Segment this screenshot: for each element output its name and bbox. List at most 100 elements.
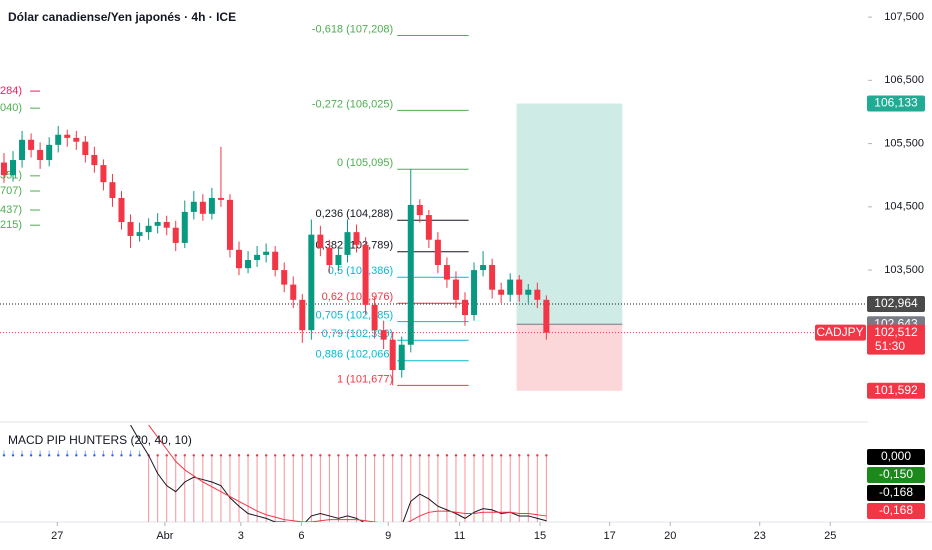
- macd-pane: [2, 425, 548, 522]
- macd-value-bg: [867, 503, 925, 519]
- candle-body: [118, 197, 125, 223]
- macd-hist-dot: [246, 454, 250, 457]
- fib-label: 0,236 (104,288): [316, 208, 394, 220]
- chart-title: Dólar canadiense/Yen japonés · 4h · ICE: [8, 10, 236, 24]
- macd-hist-dot: [165, 454, 168, 457]
- fib-label: 1 (101,677): [337, 373, 393, 385]
- candle-body: [226, 199, 233, 250]
- symbol-tag-bg: [815, 324, 866, 341]
- macd-value-label: -0,168: [879, 503, 913, 517]
- macd-hist-dot: [310, 454, 313, 457]
- candle-body: [299, 299, 306, 331]
- macd-hist-dot: [355, 454, 358, 457]
- fib-label: 0,5 (103,386): [328, 265, 393, 277]
- fib-label: 0,62 (102,976): [322, 291, 394, 303]
- candle-body: [489, 265, 496, 290]
- candle-body: [181, 211, 188, 243]
- macd-hist-dot: [75, 454, 78, 457]
- fib-label: -0,618 (107,208): [312, 23, 393, 35]
- stop-price-label-bg: [867, 382, 925, 399]
- macd-hist-dot: [210, 454, 214, 457]
- candle-body: [344, 232, 351, 255]
- candle-body: [91, 154, 98, 166]
- macd-hist-dot: [38, 454, 42, 457]
- macd-line: [130, 425, 547, 522]
- x-tick-label: 25: [824, 530, 836, 542]
- macd-hist-dot: [382, 454, 385, 457]
- macd-value-label: -0,150: [879, 467, 913, 481]
- candle-body: [425, 215, 432, 240]
- macd-hist-dot: [436, 454, 440, 457]
- x-tick-label: 3: [238, 530, 244, 542]
- candle-body: [452, 279, 459, 300]
- candle-body: [64, 134, 71, 138]
- candle-body: [543, 299, 550, 333]
- candle-body: [217, 197, 224, 200]
- macd-hist-dot: [283, 454, 286, 457]
- macd-value-label: 0,000: [881, 449, 911, 463]
- macd-hist-dot: [138, 454, 141, 457]
- macd-hist-dot: [409, 454, 412, 457]
- macd-hist-dot: [20, 454, 24, 457]
- macd-value-bg: [867, 467, 925, 483]
- candle-body: [443, 265, 450, 280]
- macd-hist-dot: [156, 454, 159, 457]
- candle-body: [82, 141, 89, 155]
- candle-body: [434, 239, 441, 266]
- macd-hist-dot: [472, 454, 476, 457]
- macd-hist-dot: [66, 454, 69, 457]
- candle-body: [73, 137, 80, 142]
- candle-body: [254, 254, 261, 260]
- macd-hist-dot: [418, 454, 422, 457]
- candle-body: [416, 204, 423, 216]
- x-tick-label: Abr: [156, 530, 173, 542]
- candle-body: [371, 304, 378, 331]
- macd-hist-dot: [454, 454, 458, 457]
- candle-body: [245, 259, 252, 269]
- candle-body: [353, 232, 360, 245]
- macd-value-bg: [867, 449, 925, 465]
- macd-hist-dot: [237, 454, 241, 457]
- clipped-level-label: 437): [0, 204, 22, 216]
- candle-body: [190, 201, 197, 212]
- candle-body: [236, 249, 243, 269]
- candle-body: [172, 227, 179, 243]
- macd-hist-dot: [373, 454, 376, 457]
- macd-hist-dot: [228, 454, 232, 457]
- last-price-bg: [867, 324, 925, 355]
- candle-body: [199, 201, 206, 214]
- x-tick-label: 6: [298, 530, 304, 542]
- fib-label: 0,382 (103,789): [316, 240, 394, 252]
- macd-hist-dot: [463, 454, 467, 457]
- symbol-tag: CADJPY: [816, 325, 863, 339]
- macd-hist-dot: [120, 454, 123, 457]
- clipped-level-label: 707): [0, 185, 22, 197]
- candle-body: [263, 251, 270, 255]
- y-tick-label: 104,500: [884, 201, 924, 213]
- macd-hist-dot: [545, 454, 548, 457]
- macd-hist-dot: [264, 454, 268, 457]
- candle-body: [335, 254, 342, 266]
- macd-hist-dot: [47, 454, 51, 457]
- candle-body: [362, 244, 369, 305]
- candle-body: [525, 289, 532, 295]
- macd-hist-dot: [328, 454, 331, 457]
- marker-price-label-bg: [867, 295, 925, 312]
- candle-body: [46, 144, 53, 161]
- macd-hist-dot: [337, 454, 340, 457]
- macd-hist-dot: [111, 454, 114, 457]
- fib-label: 0,705 (102,685): [316, 310, 394, 322]
- macd-hist-dot: [391, 454, 394, 457]
- candle-body: [498, 289, 505, 295]
- y-tick-label: 103,500: [884, 264, 924, 276]
- macd-hist-dot: [509, 454, 512, 457]
- position-target-zone: [516, 103, 623, 325]
- last-price-label: 102,512: [874, 325, 918, 339]
- macd-hist-dot: [129, 454, 132, 457]
- clipped-level-label: 215): [0, 219, 22, 231]
- fib-label: 0,886 (102,066): [316, 349, 394, 361]
- candle-body: [326, 247, 333, 266]
- stop-price-label: 101,592: [874, 383, 918, 397]
- candle-body: [55, 134, 62, 145]
